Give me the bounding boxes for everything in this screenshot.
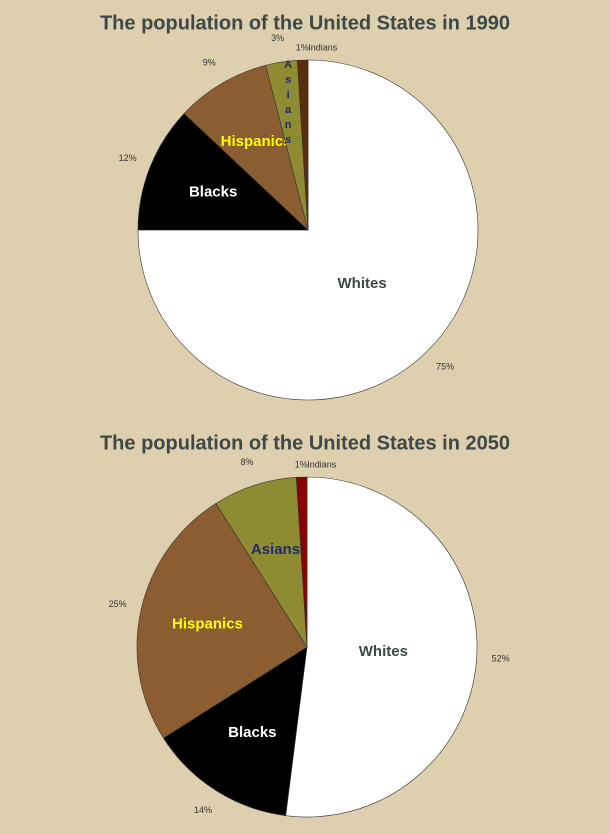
pie-slice [296,476,308,648]
percent-label: 75% [436,362,454,372]
slice-label: Indians [308,42,338,52]
percent-label: 9% [203,57,216,67]
pie-slice [137,59,479,401]
percent-label: 3% [271,33,284,43]
pie-slice [285,476,478,818]
percent-label: 14% [194,805,212,815]
slice-label: Hispanics [221,133,292,150]
pie-slice [137,113,309,231]
percent-label: 52% [492,654,510,664]
pie-slice [136,503,308,739]
slice-label: Whites [338,275,387,292]
percent-label: 12% [119,153,137,163]
pie-slice [297,59,309,231]
slice-label: Blacks [228,724,276,741]
slice-label: Whites [359,643,408,660]
percent-label: 1% [296,42,309,52]
slice-label: Asians [251,541,300,558]
chart-title: The population of the United States in 1… [100,12,510,34]
slice-label: Hispanics [172,616,243,633]
slice-label: Indians [307,459,337,469]
percent-label: 25% [109,599,127,609]
slice-label: Blacks [189,183,237,200]
percent-label: 1% [295,459,308,469]
percent-label: 8% [241,457,254,467]
slice-label: Asians [282,59,294,149]
chart-title: The population of the United States in 2… [100,432,510,454]
pie-slice [163,646,308,816]
pie-slice [183,64,309,231]
